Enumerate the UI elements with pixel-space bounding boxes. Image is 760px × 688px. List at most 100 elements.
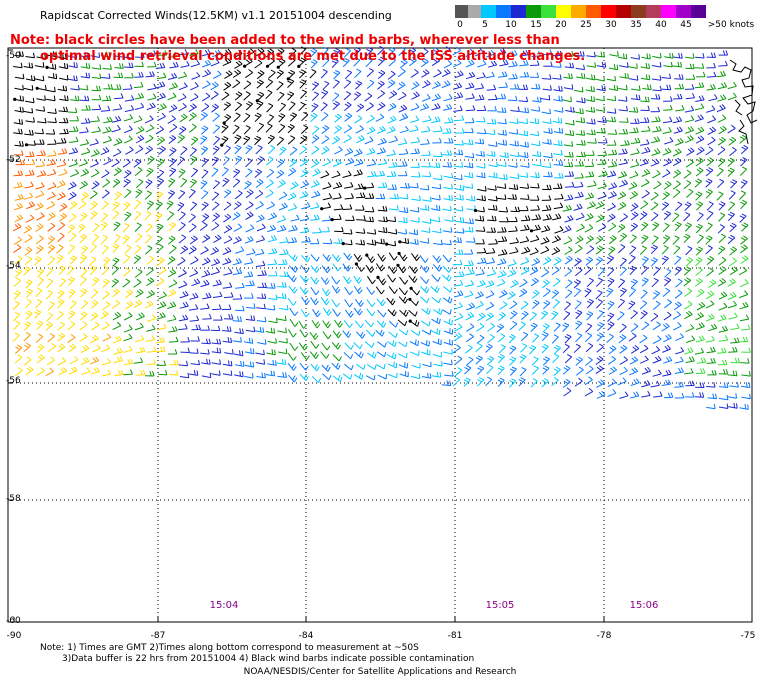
wind-barb xyxy=(409,207,420,213)
wind-barb xyxy=(46,169,57,177)
wind-barb xyxy=(387,70,396,80)
wind-barb xyxy=(344,286,354,296)
wind-barb xyxy=(232,69,242,78)
wind-barb xyxy=(244,257,254,265)
wind-barb xyxy=(265,123,273,133)
wind-barb xyxy=(663,61,673,68)
wind-barb xyxy=(14,367,23,377)
wind-barb xyxy=(442,309,452,315)
wind-barb xyxy=(596,127,606,134)
wind-barb xyxy=(542,49,553,56)
wind-barb xyxy=(321,46,329,57)
lat-label: -60 xyxy=(6,616,21,626)
wind-barb xyxy=(112,104,123,111)
wind-barb xyxy=(145,124,155,133)
wind-barb xyxy=(420,58,429,68)
colorbar-label: 35 xyxy=(630,20,642,30)
wind-barb xyxy=(497,227,507,233)
wind-barb xyxy=(486,269,497,277)
colorbar-swatch xyxy=(481,5,496,18)
footnote-line2: 3)Data buffer is 22 hrs from 20151004 4)… xyxy=(62,654,475,664)
wind-barb xyxy=(410,136,420,144)
wind-barb xyxy=(287,123,295,134)
wind-barb xyxy=(486,118,497,125)
wind-barb xyxy=(595,106,606,112)
wind-barb xyxy=(652,62,662,68)
wind-barb xyxy=(13,277,21,287)
wind-barb xyxy=(354,262,365,272)
wind-barb xyxy=(68,62,78,69)
wind-barb xyxy=(652,369,662,377)
wind-barb xyxy=(587,138,597,144)
wind-barb xyxy=(509,345,517,355)
wind-barb xyxy=(606,287,614,298)
wind-barb xyxy=(58,168,68,177)
wind-barb xyxy=(377,309,387,318)
wind-barb xyxy=(24,234,33,244)
wind-barb xyxy=(36,53,46,59)
wind-barb xyxy=(146,277,155,287)
wind-barb xyxy=(741,371,751,377)
wind-barb xyxy=(232,337,242,343)
wind-barb xyxy=(487,334,495,344)
wind-barb xyxy=(551,310,559,321)
colorbar-label: 30 xyxy=(605,20,617,30)
contamination-note-line1: Note: black circles have been added to t… xyxy=(10,33,560,48)
wind-barb xyxy=(331,254,342,262)
wind-barb xyxy=(496,323,505,333)
wind-barb xyxy=(180,337,190,343)
wind-barb xyxy=(13,290,21,300)
wind-barb xyxy=(322,182,332,190)
wind-barb xyxy=(564,130,575,137)
wind-barb xyxy=(144,115,154,124)
wind-barb xyxy=(619,62,629,68)
wind-barb xyxy=(597,223,607,232)
wind-barb xyxy=(485,312,494,322)
wind-barb xyxy=(454,355,463,365)
wind-barb xyxy=(101,189,110,199)
wind-barb xyxy=(333,204,344,211)
wind-barb xyxy=(685,356,695,364)
wind-barb xyxy=(552,299,560,309)
wind-barb xyxy=(662,169,671,178)
wind-barb xyxy=(13,202,24,211)
wind-barb xyxy=(91,104,102,111)
wind-barb xyxy=(366,286,376,295)
wind-barb xyxy=(80,118,91,124)
wind-barb xyxy=(463,249,474,255)
wind-barb xyxy=(190,256,199,265)
wind-barb xyxy=(79,127,89,134)
wind-barb xyxy=(299,79,307,89)
wind-barb xyxy=(541,331,549,342)
wind-barb xyxy=(168,178,176,188)
wind-barb xyxy=(57,298,65,309)
wind-barb xyxy=(675,333,684,342)
wind-barb xyxy=(496,183,507,189)
wind-barb xyxy=(331,299,341,308)
wind-barb xyxy=(243,271,254,278)
wind-barb xyxy=(310,254,320,262)
wind-barb xyxy=(353,91,362,101)
wind-barb xyxy=(487,105,497,112)
wind-barb xyxy=(673,93,683,100)
wind-barb xyxy=(717,157,726,167)
wind-barb xyxy=(607,213,616,223)
wind-barb xyxy=(289,318,299,327)
wind-barb xyxy=(133,299,143,308)
wind-barb xyxy=(13,181,23,189)
wind-barb xyxy=(189,178,197,189)
wind-barb xyxy=(409,57,417,67)
wind-barb xyxy=(90,299,99,309)
wind-barb xyxy=(718,50,729,56)
lon-label: -78 xyxy=(596,631,612,641)
contamination-note-line2: optimal wind retrieval conditions are me… xyxy=(40,49,586,64)
wind-barb xyxy=(299,214,310,222)
wind-barb xyxy=(276,169,285,179)
wind-barb xyxy=(510,84,520,90)
wind-barb xyxy=(575,212,585,221)
wind-barb xyxy=(432,255,442,263)
wind-barb xyxy=(431,194,441,201)
wind-barb xyxy=(695,266,703,276)
wind-barb xyxy=(474,291,484,299)
wind-barb xyxy=(167,72,178,80)
